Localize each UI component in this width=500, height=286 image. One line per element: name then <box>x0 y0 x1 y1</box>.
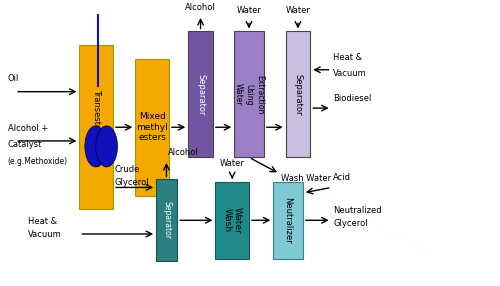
Text: Oil: Oil <box>8 74 19 84</box>
Text: Heat &: Heat & <box>28 217 56 226</box>
Text: Catalyst: Catalyst <box>8 140 42 149</box>
Ellipse shape <box>85 126 106 167</box>
Text: Neutralizer: Neutralizer <box>284 197 292 244</box>
Text: Neutralized: Neutralized <box>333 206 382 215</box>
Text: (e.g.Methoxide): (e.g.Methoxide) <box>8 156 68 166</box>
Text: Wash Water: Wash Water <box>281 174 332 183</box>
Text: Heat &: Heat & <box>333 53 362 61</box>
Bar <box>156 179 178 261</box>
Text: Vacuum: Vacuum <box>333 69 367 78</box>
Text: Water: Water <box>220 159 244 168</box>
Bar <box>273 182 303 259</box>
Text: Mixed
methyl
esters: Mixed methyl esters <box>136 112 168 142</box>
Text: Water: Water <box>286 6 310 15</box>
Text: Biodiesel: Biodiesel <box>333 94 372 103</box>
Text: Separator: Separator <box>294 74 302 115</box>
Text: Water
Wash: Water Wash <box>222 207 242 234</box>
Bar <box>188 31 213 157</box>
Bar <box>136 59 169 196</box>
Bar <box>216 182 249 259</box>
Bar <box>286 31 310 157</box>
Ellipse shape <box>96 126 118 167</box>
Text: Vacuum: Vacuum <box>28 231 61 239</box>
Text: Glycerol: Glycerol <box>114 178 149 187</box>
Text: Crude: Crude <box>114 165 140 174</box>
Text: Separator: Separator <box>196 74 205 115</box>
Text: Alcohol: Alcohol <box>185 3 216 12</box>
Text: Alcohol +: Alcohol + <box>8 124 48 133</box>
Text: Extraction
Using
Water: Extraction Using Water <box>234 75 264 114</box>
Bar <box>234 31 264 157</box>
Text: Acid: Acid <box>333 173 351 182</box>
Text: Glycerol: Glycerol <box>333 219 368 229</box>
Text: Alcohol: Alcohol <box>168 148 199 157</box>
Bar <box>80 45 113 209</box>
Text: Separator: Separator <box>162 201 171 239</box>
Text: Water: Water <box>236 6 262 15</box>
Text: Transesterification: Transesterification <box>92 89 100 166</box>
